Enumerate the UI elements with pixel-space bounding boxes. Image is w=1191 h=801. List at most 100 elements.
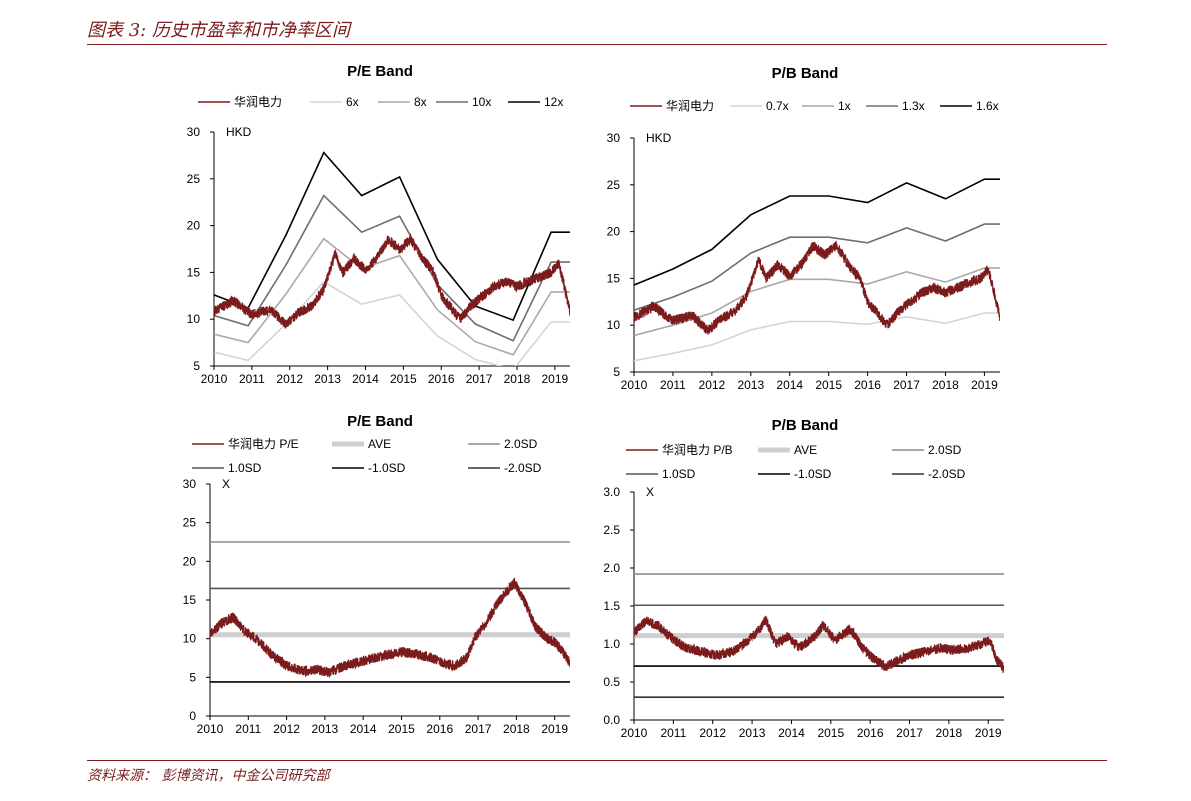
legend-label: 华润电力 P/E xyxy=(228,437,299,451)
plot-area xyxy=(214,151,570,366)
legend-label: 10x xyxy=(472,95,491,109)
x-tick-label: 2015 xyxy=(390,372,417,386)
x-tick-label: 2019 xyxy=(975,726,1002,740)
x-tick-label: 2015 xyxy=(815,378,842,392)
x-tick-label: 2011 xyxy=(660,726,686,740)
y-tick-label: 3.0 xyxy=(603,485,620,499)
x-tick-label: 2013 xyxy=(739,726,766,740)
x-tick-label: 2014 xyxy=(776,378,803,392)
x-tick-label: 2016 xyxy=(854,378,881,392)
legend-label: AVE xyxy=(368,437,391,451)
x-tick-label: 2018 xyxy=(504,372,531,386)
legend-label: 2.0SD xyxy=(504,437,538,451)
plot-area xyxy=(634,178,1000,362)
y-tick-label: 15 xyxy=(187,265,201,279)
y-tick-label: 25 xyxy=(187,172,201,186)
legend-label: 1.6x xyxy=(976,99,999,113)
legend-label: AVE xyxy=(794,443,817,457)
x-tick-label: 2019 xyxy=(541,722,568,736)
legend-label: 1x xyxy=(838,99,851,113)
y-tick-label: 30 xyxy=(607,131,621,145)
x-tick-label: 2016 xyxy=(857,726,884,740)
series-0.7x-line xyxy=(634,312,1000,362)
legend-label: -1.0SD xyxy=(368,461,406,475)
x-tick-label: 2019 xyxy=(541,372,568,386)
x-tick-label: 2012 xyxy=(699,378,726,392)
y-tick-label: 25 xyxy=(183,516,197,530)
y-tick-label: 10 xyxy=(607,318,621,332)
series-6x-line xyxy=(214,280,570,366)
figure-title: 图表 3: 历史市盈率和市净率区间 xyxy=(87,20,350,41)
chart-title: P/E Band xyxy=(347,63,413,80)
x-tick-label: 2010 xyxy=(197,722,224,736)
source-note: 资料来源： 彭博资讯，中金公司研究部 xyxy=(87,768,330,784)
plot-area xyxy=(210,541,570,683)
legend-label: 0.7x xyxy=(766,99,789,113)
legend-label: -2.0SD xyxy=(504,461,542,475)
chart-svg: P/B Band 华润电力 0.7x 1x 1.3x 1.6x 5 10 15 20 25 30 HKD… xyxy=(607,65,1000,392)
series-1.3x-line xyxy=(634,223,1000,311)
y-tick-label: 5 xyxy=(613,365,620,379)
pe-band-price-chart: P/E Band 华润电力 6x 8x 10x 12x 5 10 15 20 25 30 HKD 2010… xyxy=(170,58,590,396)
y-tick-label: 0.0 xyxy=(603,713,620,727)
y-tick-label: 5 xyxy=(193,359,200,373)
y-tick-label: 20 xyxy=(607,225,621,239)
legend-label: 1.0SD xyxy=(228,461,262,475)
series-price-line xyxy=(214,232,570,329)
x-tick-label: 2010 xyxy=(621,726,648,740)
bottom-divider xyxy=(87,760,1107,761)
y-axis-unit: HKD xyxy=(226,125,252,139)
legend-label: 华润电力 xyxy=(234,95,282,109)
x-tick-label: 2012 xyxy=(276,372,303,386)
y-tick-label: 10 xyxy=(187,312,201,326)
legend-label: 1.3x xyxy=(902,99,925,113)
pb-band-multiple-chart: P/B Band 华润电力 P/B AVE 2.0SD 1.0SD -1.0SD -2.0S… xyxy=(590,408,1020,750)
x-tick-label: 2010 xyxy=(621,378,648,392)
y-axis-unit: X xyxy=(646,485,654,499)
y-tick-label: 15 xyxy=(607,271,621,285)
y-tick-label: 2.0 xyxy=(603,561,620,575)
chart-title: P/E Band xyxy=(347,413,413,430)
legend-label: 6x xyxy=(346,95,359,109)
series-price-line xyxy=(634,615,1004,674)
y-tick-label: 30 xyxy=(187,125,201,139)
chart-title: P/B Band xyxy=(772,65,839,82)
chart-title: P/B Band xyxy=(772,417,839,434)
y-tick-label: 30 xyxy=(183,477,197,491)
x-tick-label: 2013 xyxy=(737,378,764,392)
y-tick-label: 10 xyxy=(183,632,197,646)
y-tick-label: 2.5 xyxy=(603,523,620,537)
x-tick-label: 2016 xyxy=(426,722,453,736)
series-12x-line xyxy=(214,151,570,322)
x-tick-label: 2012 xyxy=(273,722,300,736)
legend-label: -1.0SD xyxy=(794,467,832,481)
legend-label: -2.0SD xyxy=(928,467,966,481)
y-tick-label: 5 xyxy=(189,670,196,684)
chart-svg: P/E Band 华润电力 P/E AVE 2.0SD 1.0SD -1.0SD -2.0S… xyxy=(183,413,570,736)
x-tick-label: 2018 xyxy=(503,722,530,736)
chart-svg: P/E Band 华润电力 6x 8x 10x 12x 5 10 15 20 25 30 HKD 2010… xyxy=(187,63,570,386)
x-tick-label: 2013 xyxy=(312,722,339,736)
x-tick-label: 2018 xyxy=(936,726,963,740)
y-tick-label: 1.5 xyxy=(603,599,620,613)
x-tick-label: 2019 xyxy=(971,378,998,392)
x-tick-label: 2018 xyxy=(932,378,959,392)
x-tick-label: 2017 xyxy=(466,372,493,386)
y-tick-label: 15 xyxy=(183,593,197,607)
y-tick-label: 0.5 xyxy=(603,675,620,689)
pe-band-multiple-chart: P/E Band 华润电力 P/E AVE 2.0SD 1.0SD -1.0SD -2.0S… xyxy=(170,408,590,750)
y-tick-label: 25 xyxy=(607,178,621,192)
x-tick-label: 2016 xyxy=(428,372,455,386)
y-axis-unit: HKD xyxy=(646,131,672,145)
series-1x-line xyxy=(634,267,1000,337)
x-tick-label: 2011 xyxy=(239,372,265,386)
legend-label: 1.0SD xyxy=(662,467,696,481)
series-price-line xyxy=(634,240,1000,335)
legend-label: 华润电力 P/B xyxy=(662,443,733,457)
y-axis-unit: X xyxy=(222,477,230,491)
pb-band-price-chart: P/B Band 华润电力 0.7x 1x 1.3x 1.6x 5 10 15 20 25 30 HKD… xyxy=(590,58,1020,396)
series-price-line xyxy=(210,577,570,678)
legend-label: 12x xyxy=(544,95,563,109)
x-tick-label: 2014 xyxy=(352,372,379,386)
y-tick-label: 20 xyxy=(187,219,201,233)
